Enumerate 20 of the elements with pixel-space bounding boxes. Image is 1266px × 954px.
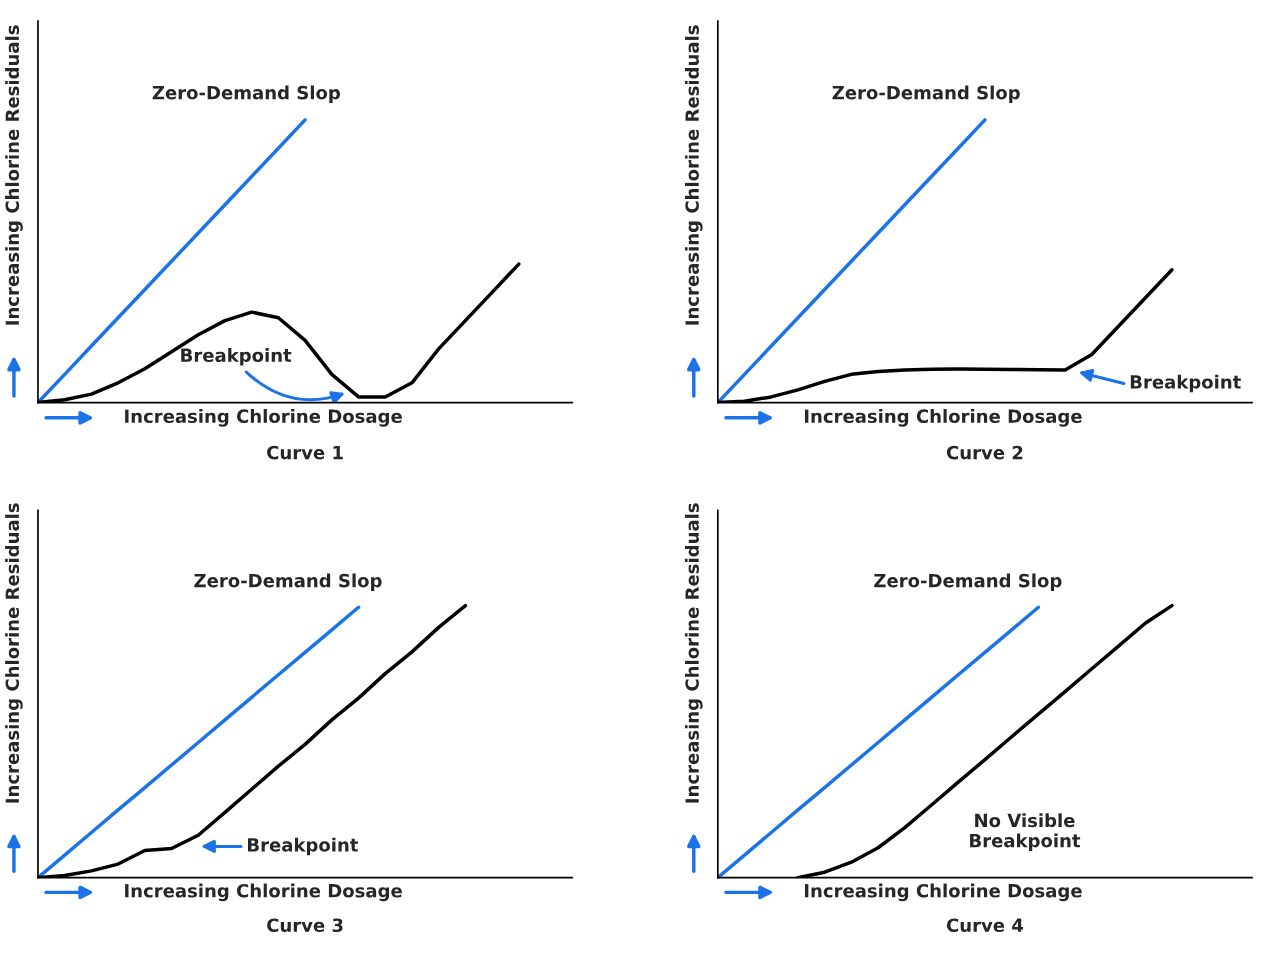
text: Curve 3 [267,918,343,933]
y-axis-title: Increasing Chlorine Residuals [684,503,703,803]
y-axis-title: Increasing Chlorine Residuals [684,25,703,325]
x-axis-title: Increasing Chlorine Dosage [804,409,1082,427]
annotation: Breakpoint [248,837,359,856]
text: Curve 1 [267,445,343,460]
y-axis-title: Increasing Chlorine Residuals [5,503,23,803]
x-axis-title: Increasing Chlorine Dosage [125,409,402,427]
annotation: No Visible Breakpoint [970,813,1081,851]
annotation: Breakpoint [181,348,292,366]
text: Zero-Demand Slop [832,85,1020,103]
text: Zero-Demand Slop [194,573,382,591]
text: Curve 2 [946,445,1023,460]
annotation: Breakpoint [1130,374,1241,393]
y-axis-title: Increasing Chlorine Residuals [5,25,23,325]
text: Curve 4 [946,918,1024,933]
text: Zero-Demand Slop [152,85,341,103]
text: Zero-Demand Slop [874,573,1062,591]
x-axis-title: Increasing Chlorine Dosage [804,883,1082,902]
x-axis-title: Increasing Chlorine Dosage [125,883,402,902]
